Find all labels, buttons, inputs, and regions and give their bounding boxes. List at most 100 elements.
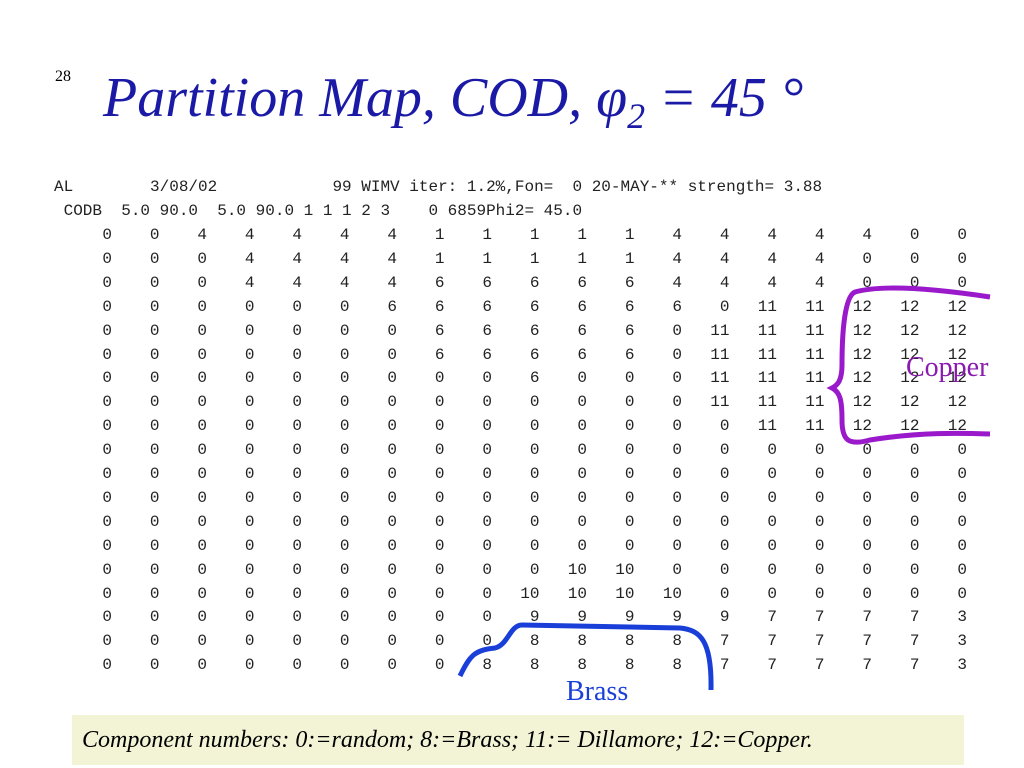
table-cell: 0 bbox=[434, 656, 445, 675]
table-cell: 0 bbox=[244, 321, 255, 340]
table-cell: 6 bbox=[529, 321, 540, 340]
table-cell: 0 bbox=[339, 345, 350, 364]
table-cell: 12 bbox=[947, 297, 967, 316]
table-cell: 12 bbox=[852, 393, 872, 412]
table-cell: 0 bbox=[102, 465, 112, 483]
table-cell: 6 bbox=[529, 345, 540, 364]
table-cell: 0 bbox=[624, 465, 635, 483]
table-cell: 0 bbox=[102, 441, 112, 460]
table-cell: 0 bbox=[102, 512, 112, 531]
table-cell: 0 bbox=[814, 560, 825, 579]
table-cell: 0 bbox=[767, 584, 777, 603]
table-cell: 0 bbox=[814, 488, 825, 507]
table-cell: 0 bbox=[862, 536, 872, 555]
table-cell: 1 bbox=[529, 226, 540, 244]
table-cell: 0 bbox=[387, 632, 397, 651]
table-cell: 1 bbox=[577, 226, 587, 244]
table-cell: 8 bbox=[529, 656, 540, 675]
table-cell: 7 bbox=[862, 632, 872, 651]
table-cell: 0 bbox=[292, 656, 302, 675]
table-cell: 0 bbox=[387, 512, 397, 531]
table-cell: 7 bbox=[767, 632, 777, 651]
table-cell: 12 bbox=[947, 393, 967, 412]
table-cell: 0 bbox=[292, 417, 302, 436]
table-cell: 0 bbox=[292, 584, 302, 603]
table-cell: 12 bbox=[900, 297, 920, 316]
table-cell: 0 bbox=[149, 417, 160, 436]
table-cell: 11 bbox=[710, 369, 730, 388]
table-cell: 0 bbox=[434, 369, 445, 388]
table-cell: 0 bbox=[719, 560, 730, 579]
table-cell: 0 bbox=[957, 488, 967, 507]
table-cell: 7 bbox=[909, 656, 920, 675]
table-cell: 0 bbox=[672, 441, 682, 460]
table-cell: 11 bbox=[757, 297, 777, 316]
table-cell: 0 bbox=[197, 632, 207, 651]
table-cell: 0 bbox=[102, 393, 112, 412]
table-cell: 0 bbox=[197, 297, 207, 316]
table-cell: 0 bbox=[387, 393, 397, 412]
table-cell: 0 bbox=[814, 465, 825, 483]
table-cell: 7 bbox=[814, 632, 825, 651]
table-cell: 0 bbox=[244, 584, 255, 603]
table-cell: 0 bbox=[292, 393, 302, 412]
table-cell: 0 bbox=[672, 369, 682, 388]
table-cell: 0 bbox=[957, 512, 967, 531]
table-cell: 0 bbox=[434, 465, 445, 483]
table-cell: 11 bbox=[805, 297, 825, 316]
table-cell: 0 bbox=[719, 584, 730, 603]
table-cell: 1 bbox=[482, 226, 492, 244]
table-cell: 0 bbox=[482, 369, 492, 388]
table-cell: 0 bbox=[197, 345, 207, 364]
table-cell: 0 bbox=[292, 345, 302, 364]
table-cell: 0 bbox=[957, 226, 967, 244]
table-cell: 0 bbox=[292, 297, 302, 316]
table-cell: 11 bbox=[710, 345, 730, 364]
table-cell: 7 bbox=[814, 656, 825, 675]
table-cell: 0 bbox=[482, 584, 492, 603]
table-cell: 12 bbox=[947, 321, 967, 340]
table-cell: 0 bbox=[909, 584, 920, 603]
table-cell: 0 bbox=[197, 656, 207, 675]
table-cell: 4 bbox=[339, 273, 350, 292]
table-cell: 0 bbox=[149, 608, 160, 627]
title-subscript: 2 bbox=[627, 96, 646, 137]
table-cell: 0 bbox=[149, 297, 160, 316]
slide-title: Partition Map, COD, φ2 = 45 ° bbox=[103, 66, 803, 137]
table-cell: 9 bbox=[624, 608, 635, 627]
table-cell: 7 bbox=[719, 656, 730, 675]
table-cell: 0 bbox=[292, 512, 302, 531]
table-cell: 1 bbox=[624, 249, 635, 268]
table-cell: 0 bbox=[529, 560, 540, 579]
table-cell: 0 bbox=[434, 441, 445, 460]
table-cell: 0 bbox=[387, 560, 397, 579]
table-cell: 0 bbox=[244, 536, 255, 555]
table-cell: 7 bbox=[862, 608, 872, 627]
table-cell: 0 bbox=[767, 465, 777, 483]
table-cell: 6 bbox=[482, 345, 492, 364]
table-cell: 0 bbox=[814, 536, 825, 555]
table-cell: 10 bbox=[615, 584, 635, 603]
title-main: Partition Map, COD, bbox=[103, 67, 597, 129]
table-cell: 1 bbox=[529, 249, 540, 268]
table-cell: 4 bbox=[292, 226, 302, 244]
table-cell: 0 bbox=[244, 369, 255, 388]
table-cell: 0 bbox=[102, 226, 112, 244]
table-cell: 0 bbox=[102, 345, 112, 364]
table-cell: 0 bbox=[244, 488, 255, 507]
table-cell: 0 bbox=[197, 249, 207, 268]
table-cell: 10 bbox=[520, 584, 540, 603]
table-cell: 0 bbox=[482, 608, 492, 627]
table-cell: 0 bbox=[482, 488, 492, 507]
table-cell: 0 bbox=[529, 488, 540, 507]
table-cell: 0 bbox=[434, 584, 445, 603]
title-rest: = 45 ° bbox=[645, 67, 804, 129]
table-cell: 0 bbox=[292, 441, 302, 460]
table-cell: 0 bbox=[529, 417, 540, 436]
table-cell: 0 bbox=[767, 488, 777, 507]
table-cell: 0 bbox=[387, 321, 397, 340]
table-cell: 4 bbox=[767, 273, 777, 292]
table-cell: 0 bbox=[862, 512, 872, 531]
table-cell: 0 bbox=[672, 536, 682, 555]
header-line: CODB 5.0 90.0 5.0 90.0 1 1 1 2 3 0 6859P… bbox=[54, 202, 583, 220]
